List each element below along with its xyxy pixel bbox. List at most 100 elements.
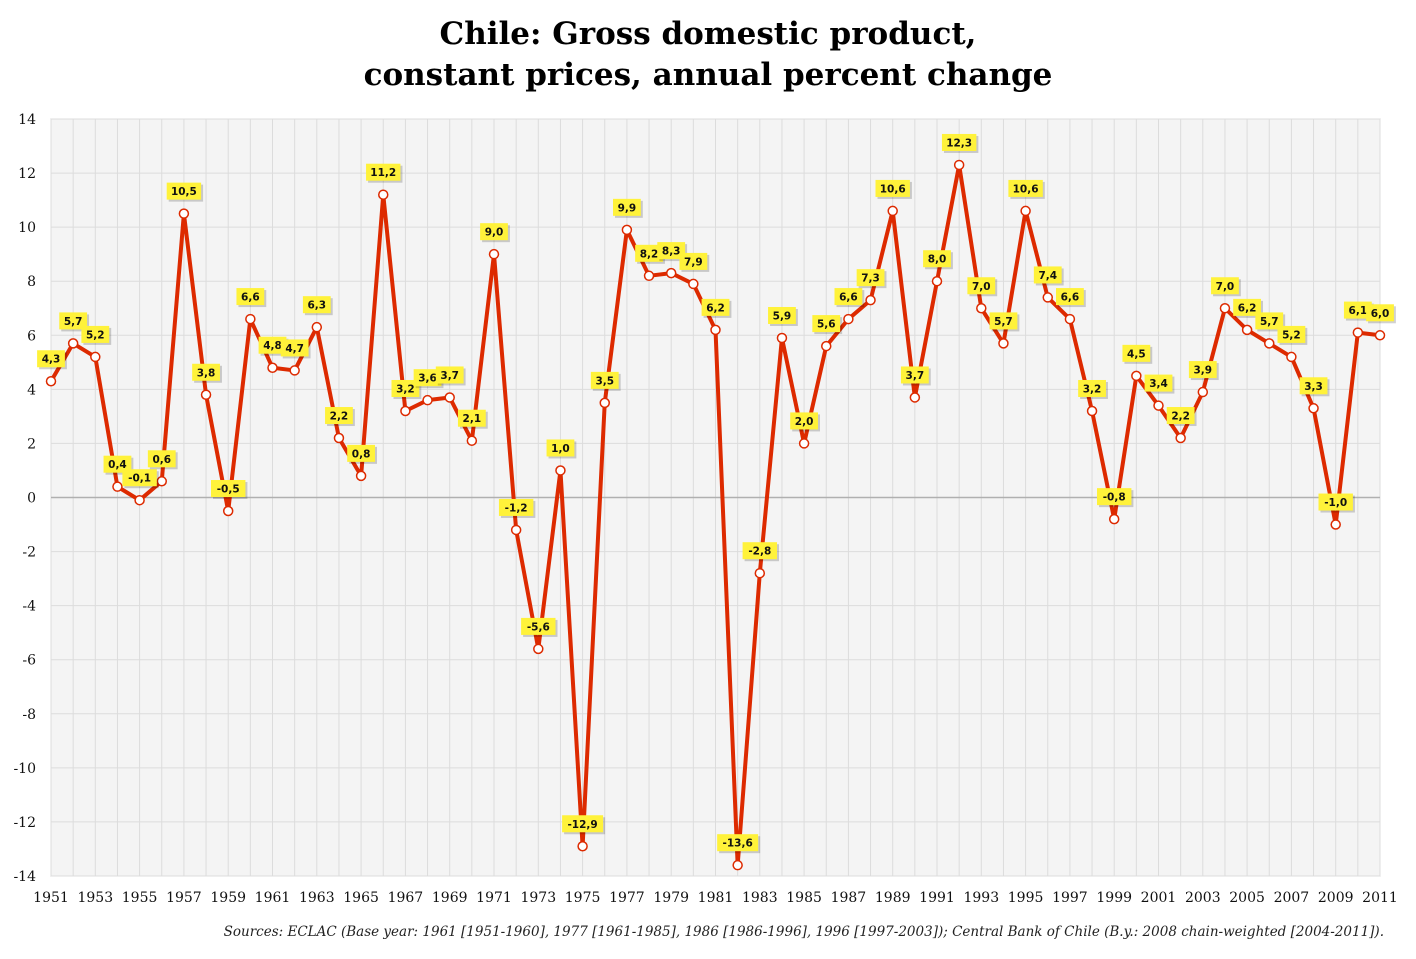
data-label-box bbox=[856, 269, 885, 287]
x-tick-label: 2003 bbox=[1185, 890, 1221, 906]
data-label-text: 9,9 bbox=[618, 202, 637, 214]
data-label: 7,0 bbox=[1211, 277, 1241, 297]
data-label-box bbox=[900, 366, 929, 384]
data-label-box bbox=[413, 369, 442, 387]
data-label-text: 0,8 bbox=[352, 448, 371, 460]
data-label-box bbox=[701, 298, 730, 316]
data-label-box bbox=[1097, 488, 1132, 506]
y-tick-label: 0 bbox=[27, 491, 36, 507]
data-label: -0,1 bbox=[122, 469, 159, 489]
data-label-box bbox=[1211, 277, 1239, 295]
data-label-box bbox=[122, 469, 157, 487]
data-label-text: 5,7 bbox=[1260, 316, 1279, 328]
data-point bbox=[510, 524, 522, 536]
data-label: 10,6 bbox=[875, 179, 912, 199]
data-label-text: 10,6 bbox=[1013, 183, 1039, 195]
data-point bbox=[1374, 330, 1386, 341]
data-label-text: 3,5 bbox=[595, 375, 614, 387]
data-label: 10,5 bbox=[166, 182, 204, 202]
data-label-box bbox=[37, 350, 65, 368]
data-label-text: 4,8 bbox=[263, 340, 282, 352]
data-point bbox=[311, 321, 323, 333]
data-label-text: -0,8 bbox=[1103, 492, 1126, 504]
data-label: 10,6 bbox=[1008, 179, 1045, 199]
data-point bbox=[843, 313, 854, 325]
data-label-box bbox=[1033, 266, 1062, 284]
data-point bbox=[1330, 519, 1341, 530]
data-point bbox=[355, 470, 367, 482]
chart-title-line-1: Chile: Gross domestic product, bbox=[439, 16, 977, 52]
data-point bbox=[688, 278, 699, 290]
x-tick-label: 1963 bbox=[299, 890, 335, 906]
data-label-box bbox=[590, 371, 619, 389]
x-tick-label: 1967 bbox=[388, 890, 424, 906]
y-tick-label: -8 bbox=[22, 707, 36, 723]
x-tick-label: 1993 bbox=[963, 890, 999, 906]
data-label: 12,3 bbox=[941, 133, 979, 153]
data-point bbox=[400, 405, 411, 417]
data-label-text: 7,0 bbox=[1216, 281, 1235, 293]
data-label-text: 6,2 bbox=[1238, 302, 1257, 314]
data-label-text: 3,7 bbox=[906, 370, 925, 382]
data-point bbox=[976, 303, 987, 314]
data-label: 2,1 bbox=[457, 409, 488, 429]
data-label-text: 4,5 bbox=[1127, 348, 1146, 360]
data-point bbox=[643, 270, 655, 282]
x-tick-label: 1961 bbox=[255, 890, 291, 906]
y-tick-label: -4 bbox=[22, 599, 36, 615]
x-tick-label: 1997 bbox=[1052, 890, 1088, 906]
y-tick-label: -10 bbox=[13, 761, 36, 777]
x-tick-label: 1981 bbox=[698, 890, 734, 906]
data-label-box bbox=[875, 179, 910, 197]
data-label-text: 8,0 bbox=[928, 254, 947, 266]
data-label-text: 3,2 bbox=[1083, 383, 1102, 395]
data-point bbox=[1197, 386, 1209, 398]
data-label-text: 3,7 bbox=[440, 370, 459, 382]
data-point bbox=[1131, 370, 1142, 382]
data-label: 1,0 bbox=[546, 439, 577, 459]
data-label: 6,0 bbox=[1366, 304, 1396, 324]
data-label-text: 10,6 bbox=[880, 183, 906, 195]
data-label: 6,6 bbox=[236, 288, 267, 308]
data-label-text: -5,6 bbox=[527, 621, 550, 633]
data-point bbox=[931, 275, 943, 287]
data-label: -12,9 bbox=[562, 815, 606, 835]
data-label-box bbox=[457, 409, 486, 427]
data-label-box bbox=[562, 815, 604, 833]
data-label-box bbox=[1318, 493, 1353, 511]
data-label: 2,0 bbox=[790, 412, 820, 432]
data-label-box bbox=[742, 542, 777, 560]
data-label-box bbox=[613, 198, 641, 216]
data-label-text: 7,3 bbox=[861, 273, 880, 285]
data-label-text: 10,5 bbox=[171, 186, 197, 198]
data-point bbox=[1108, 513, 1120, 525]
x-tick-label: 1999 bbox=[1096, 890, 1132, 906]
data-label-box bbox=[941, 133, 977, 151]
chart-title: Chile: Gross domestic product, constant … bbox=[0, 14, 1416, 96]
data-label: 3,2 bbox=[391, 379, 422, 399]
data-label: 0,6 bbox=[147, 450, 178, 470]
data-point bbox=[953, 159, 965, 171]
x-tick-label: 2005 bbox=[1229, 890, 1265, 906]
grid-lines bbox=[50, 118, 1381, 877]
data-label-box bbox=[679, 252, 708, 270]
data-label-box bbox=[236, 288, 265, 306]
x-tick-label: 1979 bbox=[653, 890, 689, 906]
data-point bbox=[422, 394, 433, 406]
data-label-text: 6,2 bbox=[706, 302, 725, 314]
data-label-text: 3,6 bbox=[418, 373, 437, 385]
data-label: 5,7 bbox=[989, 312, 1020, 332]
data-label-text: 3,3 bbox=[1304, 381, 1323, 393]
data-label-text: 5,6 bbox=[817, 319, 836, 331]
data-point bbox=[776, 332, 788, 344]
data-label-text: -12,9 bbox=[567, 819, 597, 831]
data-label-text: 6,3 bbox=[307, 300, 326, 312]
y-tick-label: -2 bbox=[22, 545, 36, 561]
data-label: 6,6 bbox=[834, 288, 865, 308]
data-label-box bbox=[302, 296, 331, 314]
x-tick-label: 1995 bbox=[1008, 890, 1044, 906]
data-point bbox=[289, 365, 300, 376]
data-label: 9,9 bbox=[613, 198, 643, 218]
data-label-box bbox=[834, 288, 863, 306]
data-label-box bbox=[923, 250, 951, 268]
